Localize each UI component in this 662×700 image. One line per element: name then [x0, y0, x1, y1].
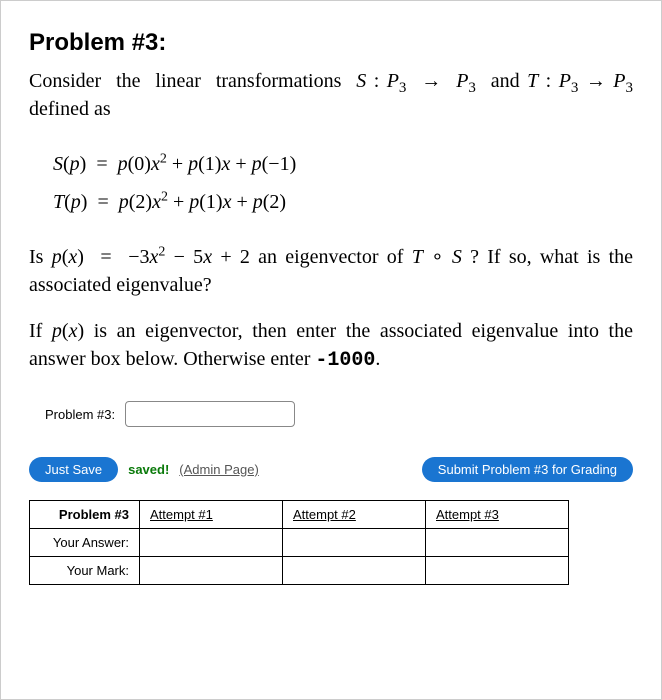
problem-title: Problem #3: — [29, 29, 633, 57]
answer-input[interactable] — [125, 401, 295, 427]
saved-status: saved! — [128, 462, 169, 477]
table-row: Your Mark: — [30, 557, 569, 585]
submit-button[interactable]: Submit Problem #3 for Grading — [422, 457, 633, 482]
mark-cell-3 — [426, 557, 569, 585]
problem-instruction: If p(x) is an eigenvector, then enter th… — [29, 317, 633, 375]
your-answer-label: Your Answer: — [30, 529, 140, 557]
attempts-table: Problem #3 Attempt #1 Attempt #2 Attempt… — [29, 500, 569, 585]
problem-page: Problem #3: Consider the linear transfor… — [0, 0, 662, 700]
equation-s: S(p) = p(0)x2 + p(1)x + p(−1) — [53, 145, 633, 183]
mark-cell-1 — [140, 557, 283, 585]
attempt-link-2[interactable]: Attempt #2 — [283, 501, 426, 529]
problem-intro: Consider the linear transformations S : … — [29, 67, 633, 123]
your-mark-label: Your Mark: — [30, 557, 140, 585]
answer-cell-1 — [140, 529, 283, 557]
table-row: Problem #3 Attempt #1 Attempt #2 Attempt… — [30, 501, 569, 529]
table-corner: Problem #3 — [30, 501, 140, 529]
answer-cell-2 — [283, 529, 426, 557]
attempt-link-3[interactable]: Attempt #3 — [426, 501, 569, 529]
answer-cell-3 — [426, 529, 569, 557]
button-row: Just Save saved! (Admin Page) Submit Pro… — [29, 457, 633, 482]
answer-row: Problem #3: — [45, 401, 633, 427]
table-row: Your Answer: — [30, 529, 569, 557]
mark-cell-2 — [283, 557, 426, 585]
problem-question: Is p(x) = −3x2 − 5x + 2 an eigenvector o… — [29, 243, 633, 299]
admin-page-link[interactable]: (Admin Page) — [179, 462, 258, 477]
just-save-button[interactable]: Just Save — [29, 457, 118, 482]
definition-equations: S(p) = p(0)x2 + p(1)x + p(−1) T(p) = p(2… — [53, 145, 633, 221]
equation-t: T(p) = p(2)x2 + p(1)x + p(2) — [53, 183, 633, 221]
left-button-group: Just Save saved! (Admin Page) — [29, 457, 259, 482]
answer-label: Problem #3: — [45, 407, 115, 422]
attempt-link-1[interactable]: Attempt #1 — [140, 501, 283, 529]
